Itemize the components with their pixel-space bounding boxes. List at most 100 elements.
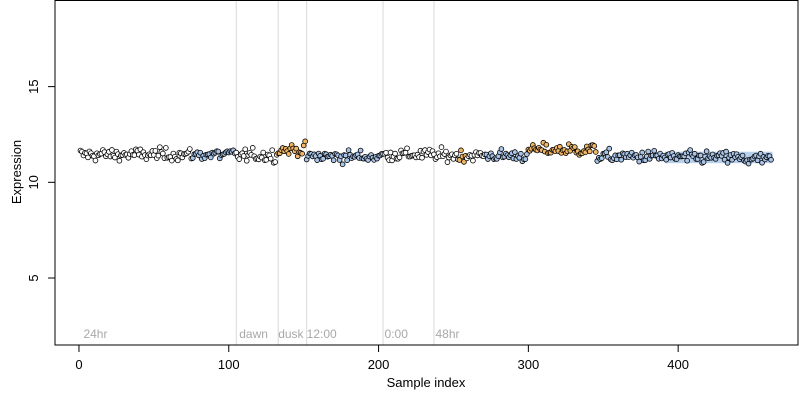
data-point	[443, 148, 449, 155]
data-point	[160, 150, 166, 157]
data-point	[419, 154, 425, 161]
data-point	[768, 156, 774, 163]
data-point	[260, 149, 267, 156]
data-point	[249, 145, 256, 151]
data-point	[187, 146, 193, 152]
data-point	[155, 152, 162, 159]
time-annotation: 0:00	[385, 327, 409, 341]
vertical-lines	[235, 0, 435, 345]
data-point	[116, 157, 123, 164]
data-point	[618, 156, 625, 163]
data-point	[267, 155, 274, 162]
x-tick-label: 100	[218, 357, 240, 372]
annotations: 24hr dawn dusk 12:00 0:00 48hr	[83, 327, 459, 341]
data-point	[157, 144, 163, 150]
data-point	[498, 146, 505, 152]
data-point	[85, 154, 91, 161]
data-point	[663, 156, 669, 163]
data-point	[163, 145, 169, 151]
data-point	[269, 147, 276, 153]
data-point	[461, 159, 467, 165]
data-point	[404, 145, 410, 152]
data-point	[299, 150, 305, 157]
time-annotation: dusk	[278, 327, 304, 341]
data-point	[215, 148, 222, 155]
time-annotation: 48hr	[435, 327, 459, 341]
data-point	[293, 145, 299, 152]
data-point	[285, 151, 292, 157]
data-point	[438, 144, 445, 150]
data-point	[697, 152, 704, 159]
data-point	[557, 143, 563, 150]
data-point	[314, 157, 320, 163]
data-point	[691, 150, 698, 157]
data-point	[131, 152, 138, 158]
data-point	[639, 149, 646, 156]
data-point	[243, 157, 250, 164]
data-point	[453, 150, 460, 157]
data-point	[175, 157, 181, 164]
data-point	[739, 152, 746, 159]
y-tick-label: 15	[26, 79, 41, 93]
data-point	[703, 148, 710, 155]
data-point	[518, 150, 524, 157]
data-point	[723, 148, 729, 155]
data-point	[387, 149, 394, 156]
y-axis: 5 10 15	[26, 79, 56, 282]
data-point	[651, 147, 657, 154]
data-point	[586, 148, 593, 155]
data-point	[592, 149, 599, 155]
data-point	[512, 149, 518, 155]
data-point	[636, 158, 643, 165]
data-point	[470, 157, 476, 164]
data-point	[242, 146, 249, 153]
data-point	[687, 147, 693, 153]
time-annotation: dawn	[239, 327, 268, 341]
data-point	[357, 147, 364, 154]
x-tick-label: 300	[518, 357, 540, 372]
data-point	[543, 141, 550, 148]
data-point	[330, 157, 337, 164]
data-point	[339, 161, 346, 168]
data-point	[272, 159, 279, 165]
x-tick-label: 0	[75, 357, 82, 372]
data-point	[591, 143, 598, 149]
data-point	[606, 145, 613, 152]
data-point	[684, 157, 690, 164]
data-point	[458, 147, 464, 154]
data-point	[598, 155, 605, 162]
data-point	[345, 147, 352, 153]
x-tick-label: 400	[667, 357, 689, 372]
data-point	[109, 147, 115, 153]
data-point	[700, 159, 707, 165]
data-point	[207, 154, 214, 161]
data-point	[383, 149, 389, 156]
data-point	[572, 144, 578, 150]
data-point	[645, 148, 652, 155]
data-point	[344, 157, 350, 164]
x-tick-label: 200	[368, 357, 390, 372]
data-point	[92, 157, 99, 164]
y-tick-label: 5	[26, 274, 41, 281]
data-point	[152, 148, 159, 154]
x-axis-title: Sample index	[387, 375, 466, 390]
x-axis: 0 100 200 300 400	[75, 344, 689, 372]
data-point	[263, 157, 270, 163]
y-axis-title: Expression	[9, 140, 24, 204]
data-point	[240, 153, 247, 159]
time-annotation: 24hr	[83, 327, 107, 341]
data-point	[302, 138, 308, 145]
data-point	[444, 159, 451, 165]
data-point	[236, 156, 243, 162]
data-point	[396, 154, 403, 161]
data-point	[456, 157, 463, 163]
data-point	[320, 155, 326, 162]
data-points	[77, 138, 774, 168]
data-point	[112, 154, 118, 161]
data-point	[724, 160, 731, 166]
data-point	[522, 156, 529, 162]
data-point	[392, 150, 398, 157]
y-tick-label: 10	[26, 175, 41, 189]
